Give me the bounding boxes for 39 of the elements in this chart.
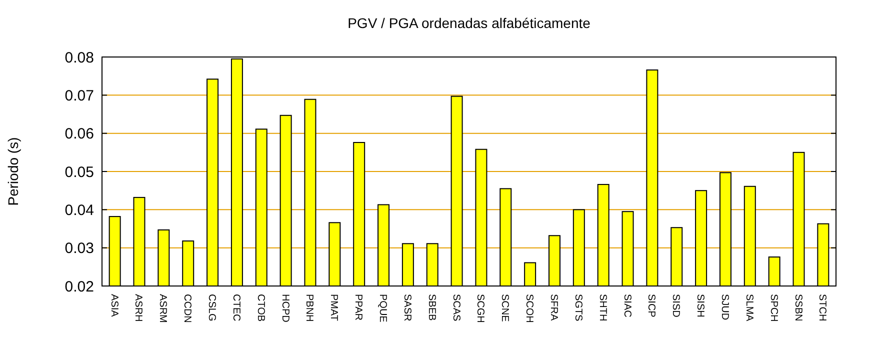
x-tick-label: ASRH: [132, 294, 144, 322]
x-tick-label: PPAR: [352, 294, 364, 320]
x-tick-label: CTEC: [230, 294, 242, 322]
x-tick-label: SCOH: [524, 294, 535, 323]
x-tick-label: PQUE: [377, 294, 388, 323]
y-tick-label: 0.05: [64, 164, 94, 181]
y-tick-label: 0.04: [64, 202, 94, 219]
chart-title: PGV / PGA ordenadas alfabéticamente: [348, 15, 591, 31]
y-tick-label: 0.06: [64, 126, 94, 143]
x-tick-label: SGTS: [572, 294, 584, 322]
x-tick-label: SBEB: [426, 294, 437, 322]
x-tick-label: SASR: [401, 294, 412, 322]
x-tick-label: HCPD: [279, 294, 290, 322]
x-tick-label: SISH: [694, 294, 706, 318]
x-tick-label: SCAS: [450, 294, 462, 322]
x-tick-label: ASIA: [108, 294, 120, 318]
x-tick-label: SPCH: [768, 294, 779, 322]
y-axis-title: Periodo (s): [5, 137, 21, 206]
x-tick-label: SFRA: [548, 294, 559, 321]
x-tick-label: SISD: [670, 294, 682, 318]
x-tick-label: CSLG: [206, 294, 218, 322]
x-tick-label: SCGH: [474, 294, 486, 323]
x-tick-label: PBNH: [304, 294, 315, 322]
x-tick-label: SCNE: [499, 294, 510, 322]
x-tick-label: SHTH: [596, 294, 608, 322]
y-tick-label: 0.02: [64, 278, 94, 296]
x-tick-label: SLMA: [743, 294, 754, 322]
x-tick-label: SICP: [646, 294, 657, 318]
x-tick-label: SJUD: [718, 294, 730, 320]
y-tick-label: 0.07: [64, 87, 94, 104]
x-tick-label: STCH: [816, 294, 828, 322]
y-tick-label: 0.08: [64, 49, 94, 66]
x-tick-label: PMAT: [328, 294, 340, 322]
x-tick-label: ASRM: [157, 294, 168, 323]
x-tick-label: CCDN: [182, 294, 193, 323]
y-tick-label: 0.03: [64, 240, 94, 258]
x-tick-label: SSBN: [792, 294, 804, 322]
x-tick-label: SIAC: [621, 294, 632, 318]
x-tick-label: CTOB: [254, 294, 266, 322]
